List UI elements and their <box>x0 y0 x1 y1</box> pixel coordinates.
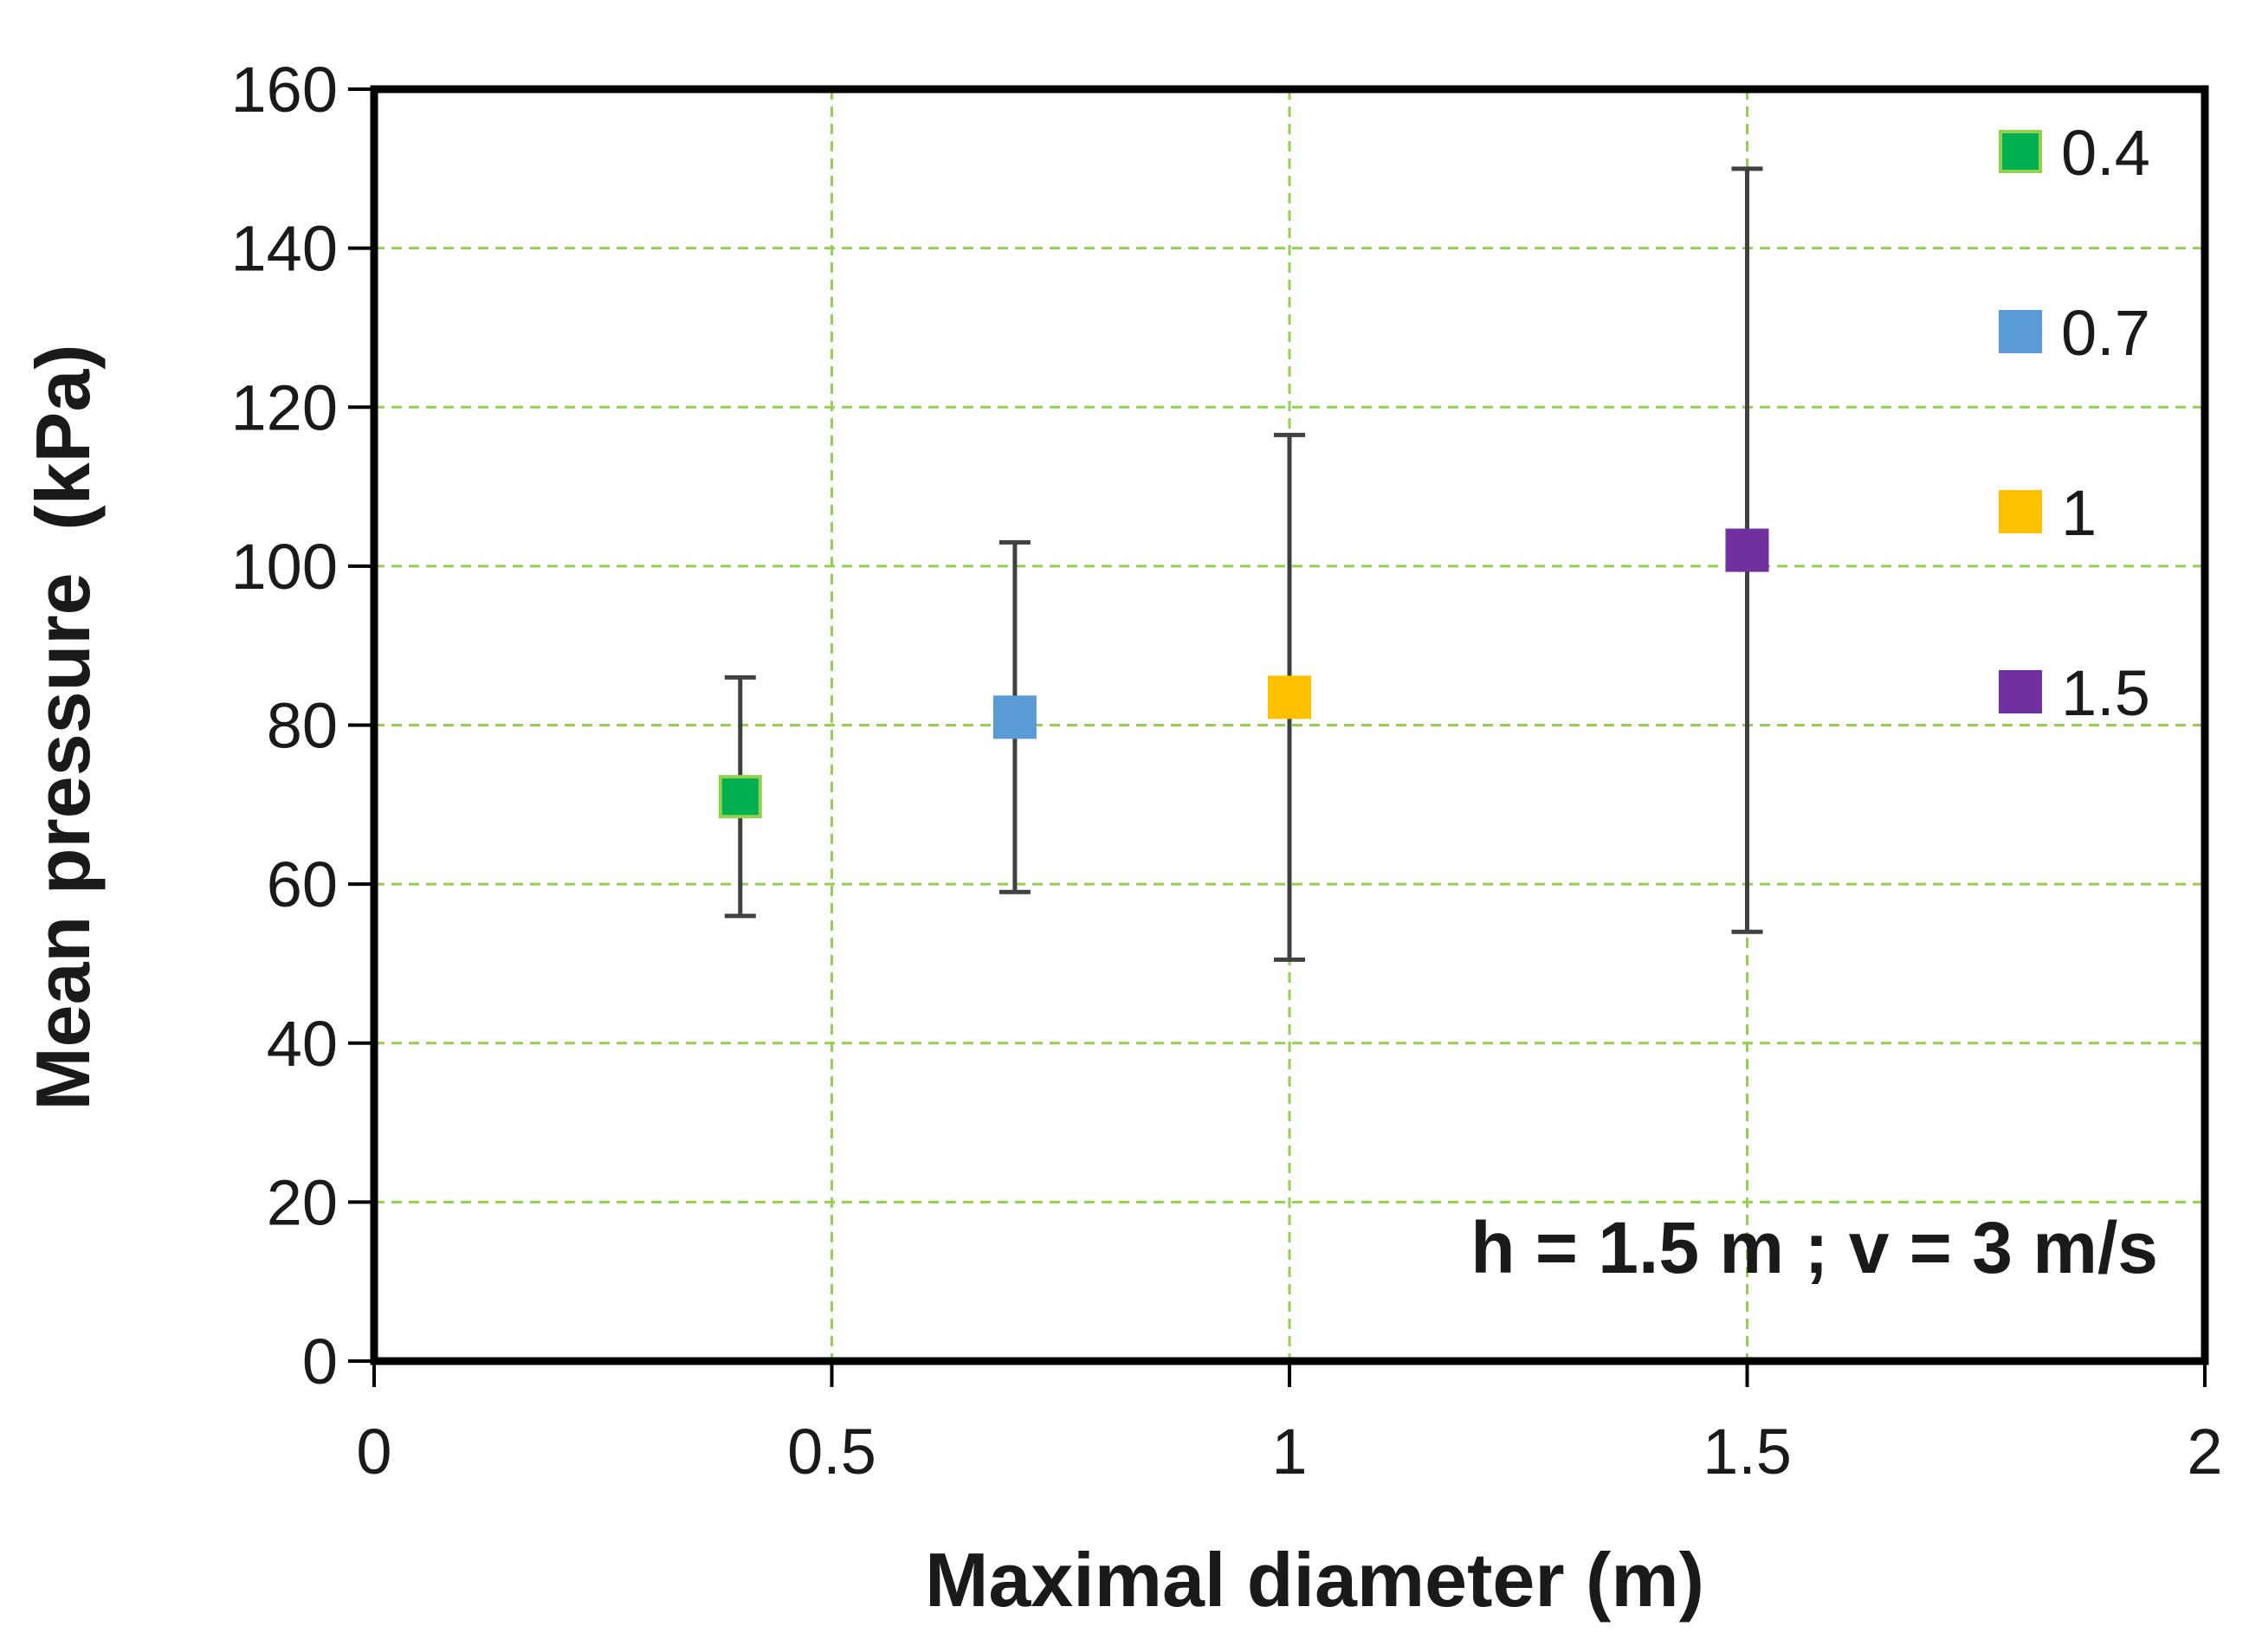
y-tick-label: 140 <box>231 213 338 285</box>
y-axis-title: Mean pressure (kPa) <box>20 344 106 1110</box>
data-markers <box>718 528 1769 819</box>
x-tick-label: 1 <box>1271 1416 1307 1487</box>
error-bars <box>724 166 1763 962</box>
x-axis-title: Maximal diameter (m) <box>925 1537 1704 1623</box>
data-point <box>1268 675 1311 720</box>
data-point <box>718 775 762 819</box>
chart-annotation: h = 1.5 m ; v = 3 m/s <box>1470 1207 2158 1288</box>
data-point <box>1725 528 1769 572</box>
grid <box>374 89 2205 1361</box>
legend: 0.4 0.7 1 1.5 <box>1999 117 2150 729</box>
y-tick-label: 0 <box>302 1326 338 1397</box>
axes: 0 20 40 60 80 100 120 140 160 0 0.5 1 1.5 2 <box>231 54 2223 1487</box>
y-tick-label: 120 <box>231 371 338 443</box>
legend-swatch <box>1999 310 2042 353</box>
legend-entry: 0.4 <box>1999 117 2150 189</box>
data-point <box>992 695 1037 739</box>
x-tick-label: 2 <box>2187 1416 2222 1487</box>
legend-label: 0.4 <box>2061 117 2150 189</box>
legend-label: 0.7 <box>2061 297 2150 369</box>
y-tick-label: 80 <box>267 690 338 762</box>
x-tick-label: 0.5 <box>787 1416 876 1487</box>
x-tick-label: 1.5 <box>1703 1416 1792 1487</box>
legend-entry: 1.5 <box>1999 657 2150 729</box>
legend-entry: 1 <box>1999 477 2097 549</box>
legend-label: 1.5 <box>2061 657 2150 729</box>
plot-frame <box>370 85 2209 1365</box>
y-tick-label: 60 <box>267 849 338 920</box>
legend-entry: 0.7 <box>1999 297 2150 369</box>
x-tick-label: 0 <box>356 1416 391 1487</box>
y-tick-label: 40 <box>267 1008 338 1080</box>
y-tick-label: 100 <box>231 531 338 603</box>
legend-label: 1 <box>2061 477 2097 549</box>
y-tick-label: 20 <box>267 1166 338 1238</box>
legend-swatch <box>1999 490 2042 533</box>
legend-swatch <box>1999 130 2042 173</box>
y-tick-label: 160 <box>231 54 338 126</box>
legend-swatch <box>1999 670 2042 713</box>
